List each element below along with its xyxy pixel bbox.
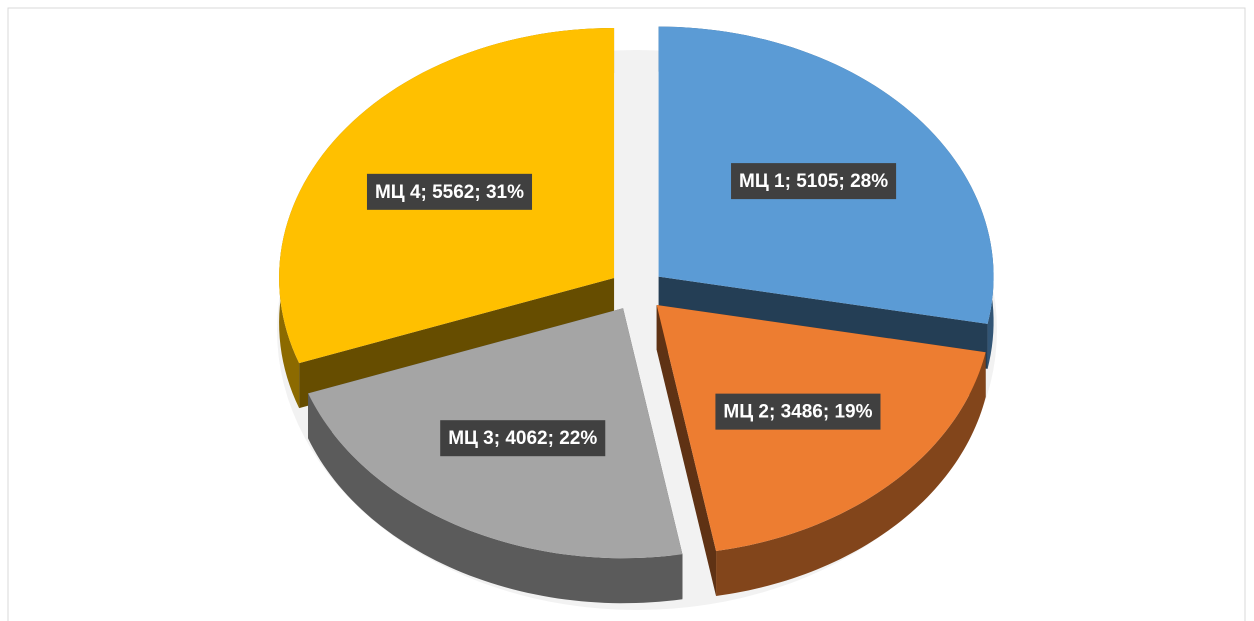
data-label: МЦ 2; 3486; 19% xyxy=(723,402,872,423)
label-box xyxy=(715,393,881,430)
slice-side xyxy=(656,304,717,596)
label-box xyxy=(440,420,606,457)
label-box xyxy=(366,173,533,210)
data-label: МЦ 3; 4062; 22% xyxy=(448,428,597,449)
data-label: МЦ 4; 5562; 31% xyxy=(375,182,524,203)
slice-wall xyxy=(716,352,986,596)
slice-wall xyxy=(308,393,683,604)
data-label: МЦ 1; 5105; 28% xyxy=(739,171,888,192)
label-box xyxy=(731,163,897,200)
